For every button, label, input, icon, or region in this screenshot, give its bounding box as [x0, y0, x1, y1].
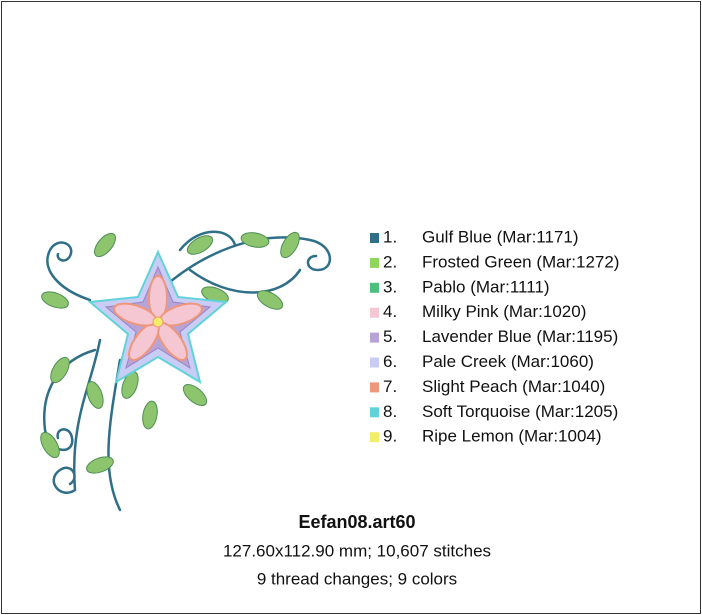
thread-number: 5.	[383, 327, 397, 346]
thread-swatch	[370, 257, 379, 268]
thread-swatch	[370, 382, 379, 393]
thread-number: 1.	[383, 227, 397, 246]
design-details: 127.60x112.90 mm; 10,607 stitches	[223, 541, 491, 560]
design-details: 9 thread changes; 9 colors	[257, 569, 457, 588]
thread-number: 8.	[383, 402, 397, 421]
thread-name: Milky Pink (Mar:1020)	[422, 302, 586, 321]
thread-number: 6.	[383, 352, 397, 371]
thread-name: Soft Torquoise (Mar:1205)	[422, 402, 618, 421]
thread-number: 9.	[383, 427, 397, 446]
embroidery-preview	[40, 230, 332, 512]
thread-name: Frosted Green (Mar:1272)	[422, 252, 619, 271]
thread-swatch	[370, 332, 379, 343]
thread-swatch	[370, 357, 379, 368]
design-title: Eefan08.art60	[298, 512, 415, 532]
thread-number: 4.	[383, 302, 397, 321]
thread-swatch	[370, 407, 379, 418]
thread-swatch	[370, 307, 379, 318]
thread-name: Ripe Lemon (Mar:1004)	[422, 427, 602, 446]
thread-swatch	[370, 432, 379, 443]
thread-swatch	[370, 233, 379, 243]
thread-name: Pale Creek (Mar:1060)	[422, 352, 594, 371]
thread-name: Gulf Blue (Mar:1171)	[422, 227, 579, 246]
thread-name: Pablo (Mar:1111)	[422, 277, 550, 296]
thread-legend: 1. Gulf Blue (Mar:1171) 2. Frosted Green (M…	[370, 227, 619, 446]
thread-name: Lavender Blue (Mar:1195)	[422, 327, 618, 346]
thread-number: 7.	[383, 377, 397, 396]
thread-number: 3.	[383, 277, 397, 296]
thread-name: Slight Peach (Mar:1040)	[422, 377, 605, 396]
thread-swatch	[370, 282, 379, 293]
thread-number: 2.	[383, 252, 397, 271]
